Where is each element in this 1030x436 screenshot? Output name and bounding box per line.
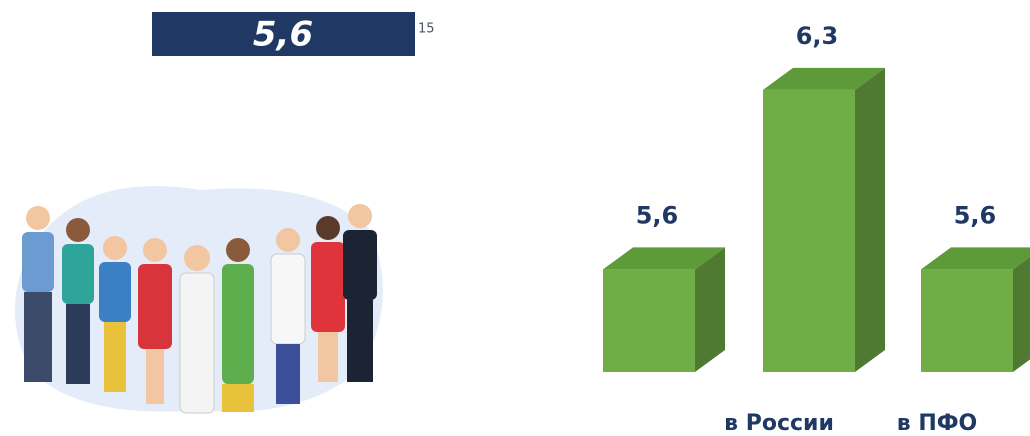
bar-side: [695, 247, 725, 372]
people-illustration: [15, 186, 383, 414]
bar-side: [855, 67, 885, 373]
value-label: 5,6: [954, 201, 997, 229]
bar: [921, 269, 1013, 372]
value-label: 6,3: [796, 22, 839, 50]
bar-side: [1013, 256, 1030, 372]
bar-top: [603, 247, 725, 270]
value-label: 5,6: [636, 201, 679, 229]
bar-top: [763, 67, 885, 90]
banner: [152, 12, 415, 56]
banner-value: 5,6: [253, 15, 313, 55]
bar: [603, 269, 695, 372]
x-tick-label: в ПФО: [897, 411, 978, 436]
bar: [763, 89, 855, 373]
x-tick-label: в России: [724, 411, 834, 436]
footnote: 15: [418, 22, 435, 37]
bar-top: [921, 247, 1030, 270]
